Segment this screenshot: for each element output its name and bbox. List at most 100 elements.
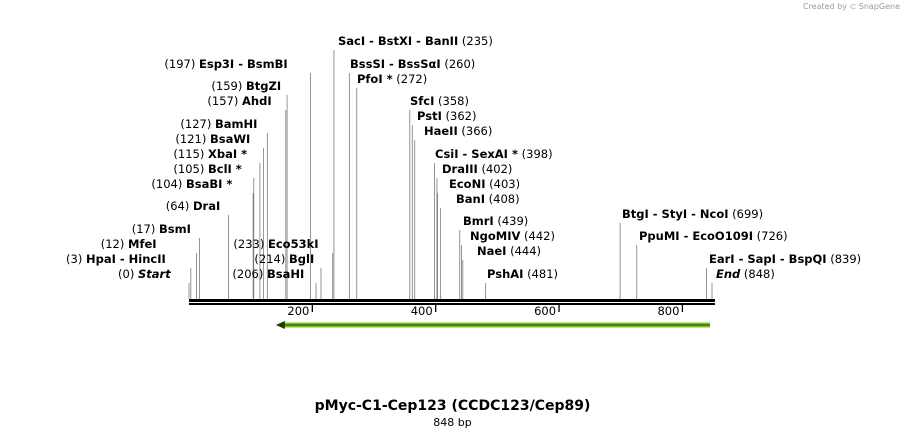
site-label-0: (0) Start: [118, 267, 171, 281]
site-name: Eco53kI: [268, 237, 319, 251]
site-name: BsmI: [159, 222, 191, 236]
site-name: BtgI - StyI - NcoI: [622, 207, 729, 221]
plasmid-length: 848 bp: [433, 416, 472, 429]
site-label-12: (197) Esp3I - BsmBI: [164, 57, 287, 71]
site-name: BssSI - BssSαI: [350, 57, 441, 71]
site-label-22: CsiI - SexAI * (398): [435, 147, 553, 161]
backbone-bottom: [189, 303, 715, 305]
site-position: (260): [441, 57, 476, 71]
site-label-4: (64) DraI: [166, 199, 221, 213]
site-name: BclI *: [208, 162, 242, 176]
site-position: (362): [442, 109, 477, 123]
site-position: (402): [478, 162, 513, 176]
site-name: Start: [138, 267, 171, 281]
snapgene-credit: Created by ⊂ SnapGene: [802, 2, 900, 11]
site-name: EarI - SapI - BspQI: [709, 252, 827, 266]
site-label-21: HaeII (366): [424, 124, 492, 138]
site-name: End: [716, 267, 741, 281]
site-name: SacI - BstXI - BanII: [338, 34, 458, 48]
site-label-11: (159) BtgZI: [211, 79, 281, 93]
site-position: (272): [393, 72, 428, 86]
site-label-31: PpuMI - EcoO109I (726): [639, 229, 788, 243]
site-position: (157): [207, 94, 242, 108]
tick-label: 400: [411, 304, 433, 318]
site-name: SfcI: [410, 94, 434, 108]
site-position: (403): [485, 177, 520, 191]
site-name: AhdI: [242, 94, 272, 108]
plasmid-title: pMyc-C1-Cep123 (CCDC123/Cep89): [314, 398, 591, 414]
site-name: BanI: [456, 192, 485, 206]
site-label-30: BtgI - StyI - NcoI (699): [622, 207, 763, 221]
site-name: PshAI: [487, 267, 523, 281]
site-name: BsaHI: [267, 267, 304, 281]
site-position: (481): [523, 267, 558, 281]
site-label-17: BssSI - BssSαI (260): [350, 57, 475, 71]
site-label-2: (12) MfeI: [101, 237, 157, 251]
site-label-26: BmrI (439): [463, 214, 528, 228]
site-position: (105): [173, 162, 208, 176]
site-position: (398): [518, 147, 553, 161]
feature-arrow-head: [275, 321, 285, 329]
site-name: NaeI: [477, 244, 506, 258]
site-position: (848): [740, 267, 775, 281]
tick-label: 600: [534, 304, 556, 318]
site-label-6: (105) BclI *: [173, 162, 241, 176]
site-label-19: SfcI (358): [410, 94, 469, 108]
site-position: (699): [729, 207, 764, 221]
site-name: PfoI *: [357, 72, 393, 86]
site-label-3: (17) BsmI: [132, 222, 191, 236]
site-label-13: (206) BsaHI: [232, 267, 304, 281]
backbone-top: [189, 299, 715, 302]
tick-label: 200: [287, 304, 309, 318]
site-position: (366): [458, 124, 493, 138]
site-name: PpuMI - EcoO109I: [639, 229, 753, 243]
site-position: (358): [434, 94, 469, 108]
site-label-24: EcoNI (403): [449, 177, 520, 191]
site-label-15: (233) Eco53kI: [233, 237, 318, 251]
site-name: Esp3I - BsmBI: [199, 57, 288, 71]
site-name: CsiI - SexAI *: [435, 147, 518, 161]
site-position: (64): [166, 199, 193, 213]
site-name: BamHI: [215, 117, 257, 131]
site-position: (12): [101, 237, 128, 251]
site-position: (235): [458, 34, 493, 48]
site-position: (444): [506, 244, 541, 258]
site-position: (206): [232, 267, 267, 281]
site-name: BsaBI *: [186, 177, 232, 191]
site-position: (115): [173, 147, 208, 161]
site-name: MfeI: [128, 237, 157, 251]
site-label-8: (121) BsaWI: [175, 132, 250, 146]
site-label-18: PfoI * (272): [357, 72, 427, 86]
site-position: (121): [175, 132, 210, 146]
site-position: (3): [66, 252, 86, 266]
site-position: (726): [753, 229, 788, 243]
site-name: HpaI - HincII: [86, 252, 166, 266]
site-label-16: SacI - BstXI - BanII (235): [338, 34, 493, 48]
site-name: XbaI *: [208, 147, 247, 161]
site-position: (159): [211, 79, 246, 93]
site-label-10: (157) AhdI: [207, 94, 271, 108]
site-label-23: DraIII (402): [442, 162, 512, 176]
site-position: (839): [827, 252, 862, 266]
site-label-32: EarI - SapI - BspQI (839): [709, 252, 861, 266]
tick-label: 800: [657, 304, 679, 318]
site-position: (442): [520, 229, 555, 243]
site-name: BglI: [289, 252, 314, 266]
site-label-5: (104) BsaBI *: [151, 177, 232, 191]
site-position: (439): [494, 214, 529, 228]
site-label-1: (3) HpaI - HincII: [66, 252, 166, 266]
site-name: PstI: [417, 109, 442, 123]
site-position: (17): [132, 222, 159, 236]
site-position: (0): [118, 267, 138, 281]
site-label-20: PstI (362): [417, 109, 476, 123]
site-name: EcoNI: [449, 177, 485, 191]
site-name: NgoMIV: [470, 229, 520, 243]
site-name: DraIII: [442, 162, 478, 176]
site-name: HaeII: [424, 124, 458, 138]
site-label-27: NgoMIV (442): [470, 229, 555, 243]
site-label-14: (214) BglI: [254, 252, 314, 266]
site-name: DraI: [193, 199, 220, 213]
site-label-9: (127) BamHI: [180, 117, 257, 131]
site-name: BmrI: [463, 214, 494, 228]
